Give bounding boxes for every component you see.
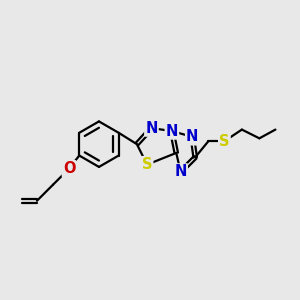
- Text: S: S: [219, 134, 230, 149]
- Text: N: N: [174, 164, 187, 179]
- Text: N: N: [166, 124, 178, 139]
- Text: O: O: [63, 161, 75, 176]
- Text: N: N: [145, 121, 158, 136]
- Text: S: S: [142, 157, 152, 172]
- Text: N: N: [186, 129, 199, 144]
